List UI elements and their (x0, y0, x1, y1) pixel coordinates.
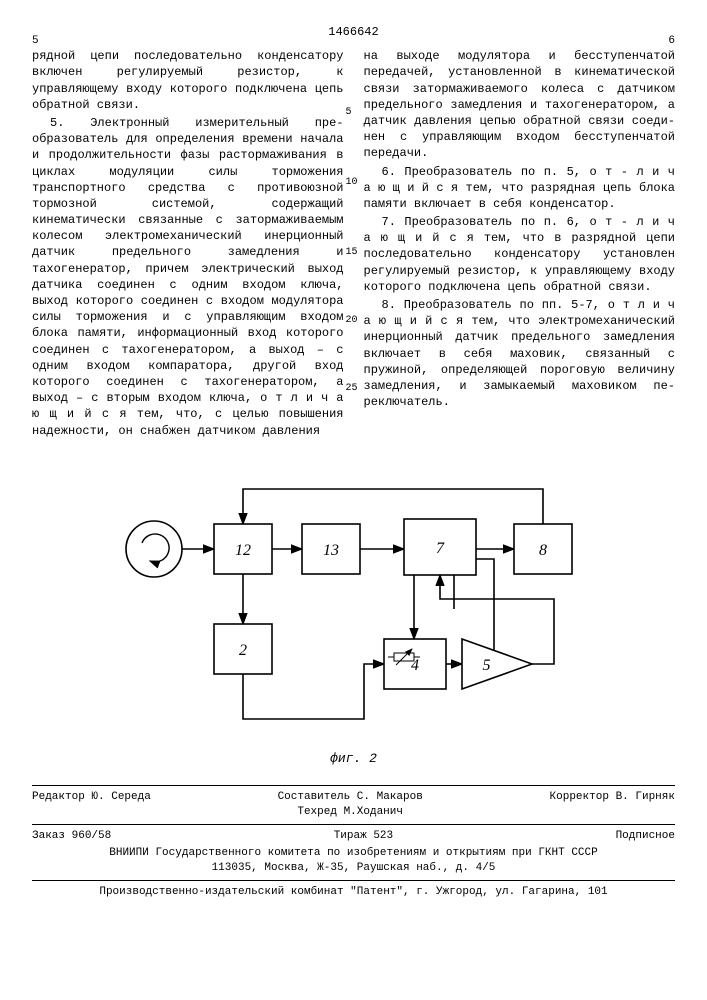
footer-sub: Подписное (616, 829, 675, 844)
right-para-1: на выходе модулятора и бесступенча­той п… (364, 48, 676, 161)
line-marker-5: 5 (346, 106, 352, 120)
svg-text:8: 8 (539, 542, 547, 559)
diagram: 12 13 7 8 2 4 5 фиг. 2 (32, 459, 675, 768)
right-column: 6 на выходе модулятора и бесступенча­той… (364, 48, 676, 441)
line-marker-20: 20 (346, 314, 358, 328)
left-para-1: рядной цепи последовательно конден­сатор… (32, 48, 344, 113)
doc-number: 1466642 (32, 24, 675, 40)
footer-editor: Редактор Ю. Середа (32, 790, 151, 820)
svg-text:7: 7 (436, 540, 445, 557)
footer-tirage: Тираж 523 (334, 829, 393, 844)
right-para-4: 8. Преобразователь по пп. 5-7, о т л и ч… (364, 297, 676, 410)
svg-text:12: 12 (235, 542, 251, 559)
svg-text:5: 5 (482, 657, 490, 674)
text-columns: 5 рядной цепи последовательно конден­сат… (32, 48, 675, 441)
line-marker-25: 25 (346, 382, 358, 396)
block-diagram-svg: 12 13 7 8 2 4 5 (84, 459, 624, 749)
diagram-caption: фиг. 2 (32, 750, 675, 768)
left-para-2: 5. Электронный измерительный пре­образов… (32, 115, 344, 439)
svg-text:2: 2 (239, 642, 247, 659)
footer: Редактор Ю. Середа Составитель С. Макаро… (32, 785, 675, 899)
line-marker-10: 10 (346, 176, 358, 190)
col-page-6: 6 (668, 34, 675, 49)
footer-order: Заказ 960/58 (32, 829, 111, 844)
footer-compiler: Составитель С. МакаровТехред М.Ходанич (278, 790, 423, 820)
footer-rule-1 (32, 824, 675, 825)
line-marker-15: 15 (346, 246, 358, 260)
left-column: 5 рядной цепи последовательно конден­сат… (32, 48, 344, 441)
footer-corrector: Корректор В. Гирняк (550, 790, 675, 820)
footer-address: 113035, Москва, Ж-35, Раушская наб., д. … (32, 861, 675, 876)
right-para-3: 7. Преобразователь по п. 6, о т - л и ч … (364, 214, 676, 295)
footer-org: ВНИИПИ Государственного комитета по изоб… (32, 846, 675, 861)
right-para-2: 6. Преобразователь по п. 5, о т - л и ч … (364, 164, 676, 213)
svg-text:4: 4 (411, 657, 419, 674)
footer-rule-2 (32, 880, 675, 881)
col-page-5: 5 (32, 34, 39, 49)
svg-text:13: 13 (323, 542, 339, 559)
footer-printer: Производственно-издательский комбинат "П… (32, 885, 675, 900)
